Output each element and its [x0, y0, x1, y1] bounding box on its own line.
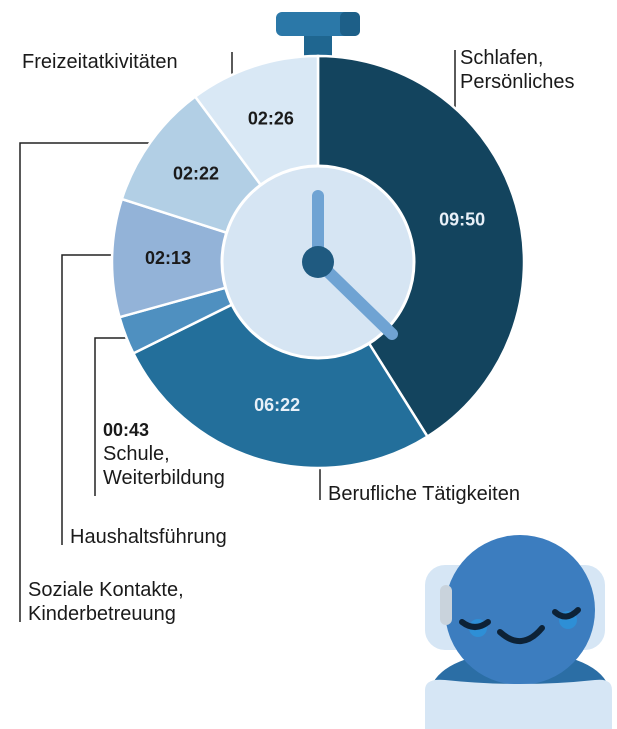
page: 09:50 06:22 02:13 02:22 02:26 Schlafen, Pers… — [0, 0, 617, 729]
category-label: Freizeitatkivitäten — [22, 50, 242, 74]
category-label: Haushaltsführung — [70, 525, 310, 549]
value-label: 02:22 — [173, 163, 219, 183]
value-label: 09:50 — [439, 209, 485, 229]
category-label: Schlafen, Persönliches — [460, 46, 617, 94]
clock-knob-shade — [340, 12, 360, 36]
head — [445, 535, 595, 685]
clock-face — [222, 166, 414, 358]
category-label: Schule, Weiterbildung — [103, 442, 263, 490]
category-label: Berufliche Tätigkeiten — [328, 482, 608, 506]
category-label: Soziale Kontakte, Kinderbetreuung — [28, 578, 248, 626]
value-label: 02:26 — [248, 108, 294, 128]
headphone — [440, 585, 452, 625]
hand-pivot — [302, 246, 334, 278]
sleeper — [425, 535, 612, 729]
blanket — [425, 680, 612, 729]
value-label: 06:22 — [254, 395, 300, 415]
value-label: 02:13 — [145, 248, 191, 268]
value-label: 00:43 — [103, 418, 149, 442]
